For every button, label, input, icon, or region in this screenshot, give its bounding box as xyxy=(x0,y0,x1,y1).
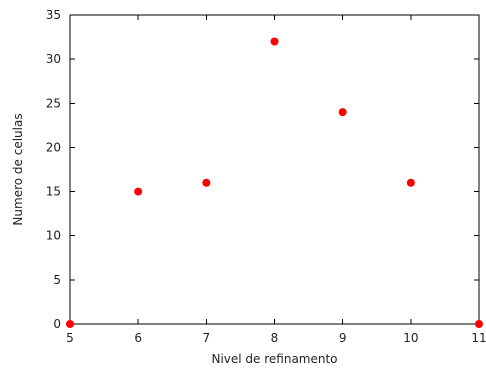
data-point xyxy=(134,187,143,196)
data-point xyxy=(406,178,415,187)
data-points xyxy=(66,37,483,328)
x-tick-label: 5 xyxy=(66,331,74,345)
x-tick-label: 8 xyxy=(271,331,279,345)
plot-frame xyxy=(69,14,480,325)
x-tick-label: 10 xyxy=(403,331,418,345)
data-point xyxy=(338,108,347,117)
y-tick-label: 25 xyxy=(46,96,61,110)
y-tick-label: 5 xyxy=(53,273,61,287)
x-axis: 5 6 7 8 9 10 11 xyxy=(66,15,486,345)
data-point xyxy=(202,178,211,187)
y-tick-label: 15 xyxy=(46,185,61,199)
x-tick-label: 7 xyxy=(203,331,211,345)
data-point xyxy=(270,37,279,46)
y-tick-label: 0 xyxy=(53,317,61,331)
data-point xyxy=(66,320,74,328)
plot-border xyxy=(69,14,480,325)
y-tick-label: 20 xyxy=(46,140,61,154)
y-tick-label: 30 xyxy=(46,52,61,66)
x-tick-label: 11 xyxy=(471,331,486,345)
data-point xyxy=(475,320,483,328)
x-tick-label: 6 xyxy=(134,331,142,345)
x-tick-label: 9 xyxy=(339,331,347,345)
y-axis: 0 5 10 15 20 25 30 35 xyxy=(46,8,479,331)
y-tick-label: 35 xyxy=(46,8,61,22)
y-tick-label: 10 xyxy=(46,229,61,243)
y-axis-title: Numero de celulas xyxy=(11,113,25,225)
x-axis-title: Nivel de refinamento xyxy=(211,352,337,366)
